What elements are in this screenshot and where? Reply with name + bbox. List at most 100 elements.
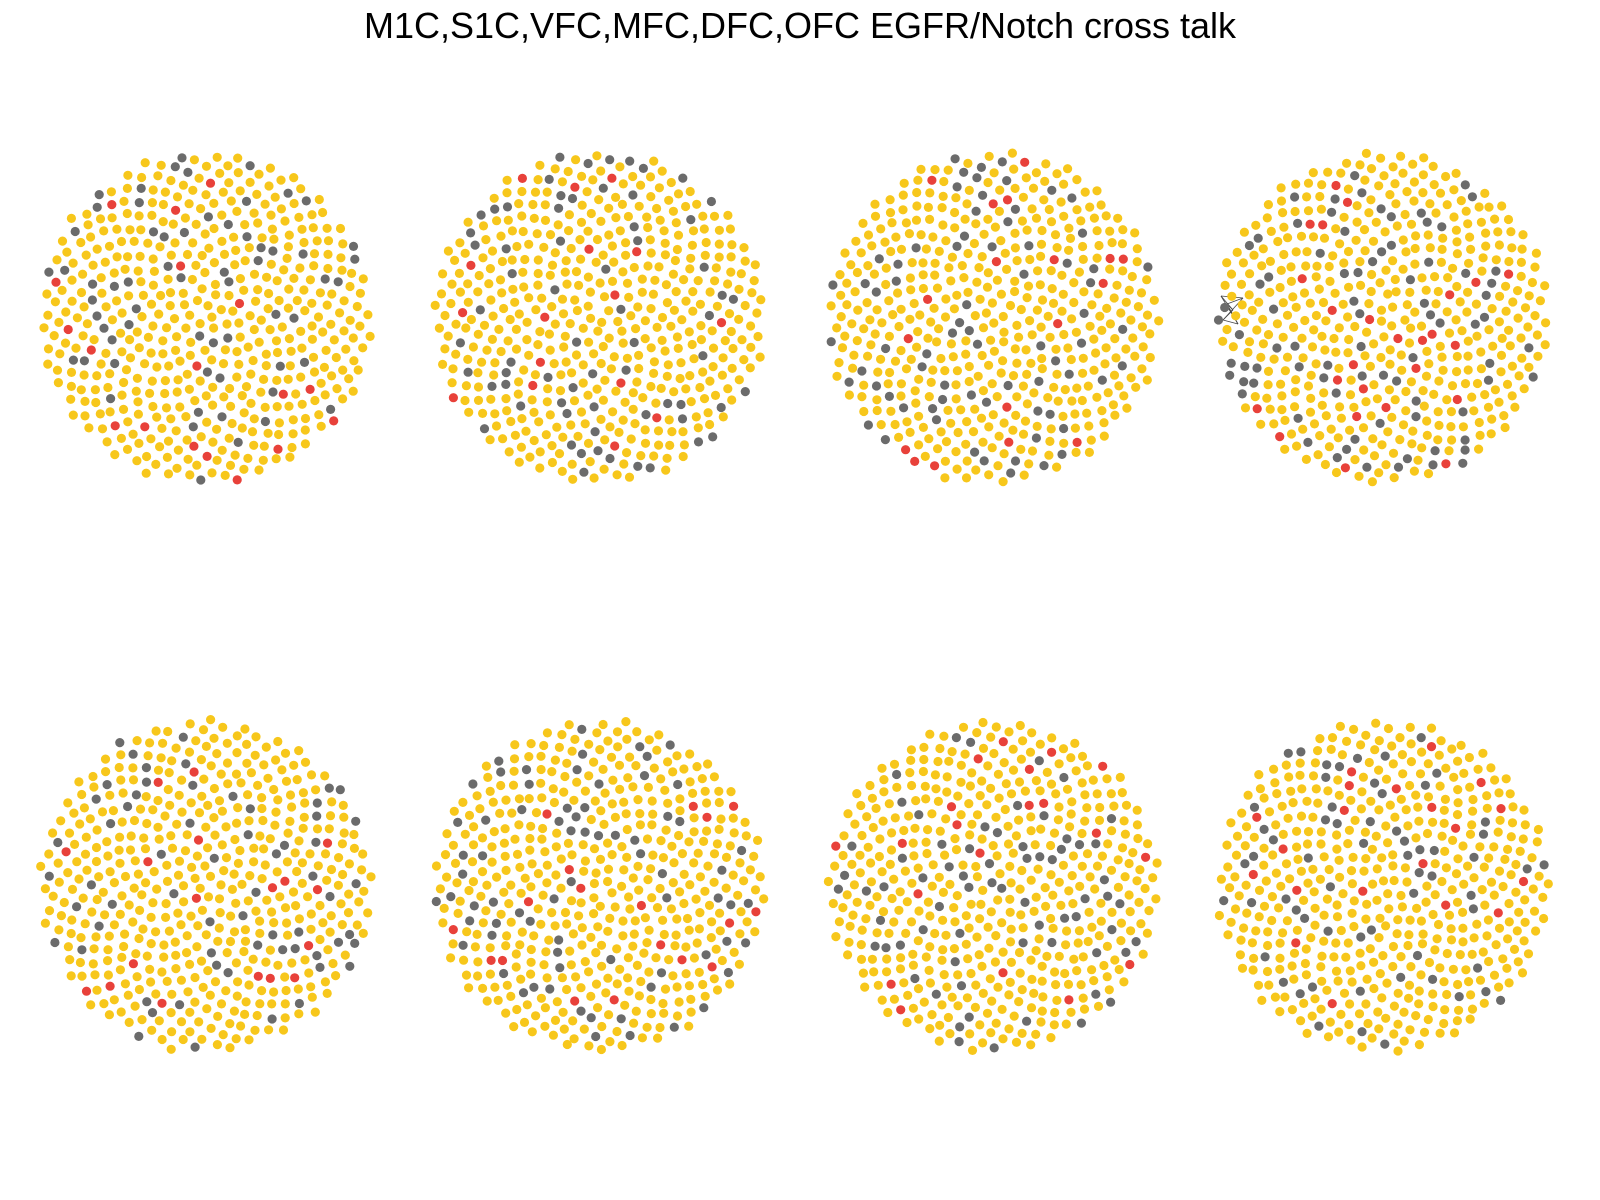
node-yellow (628, 782, 638, 792)
node-yellow (622, 353, 633, 363)
node-yellow (701, 237, 711, 248)
node-yellow (1085, 872, 1095, 882)
node-yellow (1380, 227, 1390, 237)
node-yellow (1381, 265, 1391, 275)
node-yellow (625, 904, 635, 914)
node-yellow (894, 321, 904, 332)
node-yellow (231, 898, 241, 908)
node-yellow (542, 973, 552, 983)
node-yellow (1406, 323, 1416, 333)
node-yellow (1332, 844, 1342, 854)
node-red (1342, 197, 1353, 207)
node-yellow (1308, 168, 1318, 178)
node-yellow (1538, 892, 1548, 903)
node-gray (86, 880, 96, 890)
node-yellow (589, 844, 600, 854)
node-yellow (672, 332, 683, 342)
node-gray (1249, 802, 1260, 812)
node-gray (1006, 468, 1016, 478)
node-gray (253, 256, 263, 266)
node-yellow (925, 188, 935, 198)
node-yellow (307, 321, 317, 331)
node-yellow (960, 214, 970, 224)
node-yellow (893, 288, 903, 298)
node-gray (1466, 890, 1476, 901)
node-yellow (1077, 751, 1088, 762)
node-yellow (1425, 243, 1435, 253)
node-yellow (438, 359, 448, 369)
node-yellow (222, 319, 232, 329)
node-red (1305, 219, 1315, 229)
node-yellow (97, 424, 108, 434)
node-yellow (486, 295, 496, 305)
node-yellow (255, 831, 265, 841)
node-yellow (945, 879, 955, 890)
node-yellow (464, 810, 475, 821)
node-yellow (1533, 351, 1543, 361)
node-yellow (557, 730, 567, 740)
node-yellow (120, 929, 130, 939)
node-yellow (1365, 944, 1375, 954)
node-yellow (1350, 321, 1360, 332)
node-yellow (300, 306, 310, 316)
node-yellow (501, 394, 511, 404)
node-yellow (1507, 391, 1517, 401)
node-yellow (852, 267, 863, 278)
node-yellow (1362, 974, 1372, 984)
node-gray (141, 777, 152, 787)
node-yellow (583, 301, 593, 311)
node-yellow (686, 253, 696, 263)
node-yellow (1390, 395, 1400, 405)
node-yellow (909, 851, 919, 861)
node-yellow (1391, 199, 1401, 209)
node-yellow (967, 1045, 978, 1055)
node-yellow (547, 908, 557, 918)
node-yellow (340, 950, 350, 960)
node-yellow (103, 851, 113, 861)
node-yellow (979, 229, 989, 239)
node-yellow (1045, 332, 1055, 342)
node-yellow (1505, 341, 1515, 351)
node-yellow (151, 927, 161, 937)
node-yellow (153, 795, 163, 806)
node-gray (208, 338, 218, 348)
node-yellow (632, 727, 642, 737)
node-yellow (160, 376, 170, 386)
node-yellow (119, 377, 129, 388)
node-yellow (1277, 801, 1287, 811)
node-yellow (180, 213, 190, 223)
node-gray (463, 367, 473, 377)
node-yellow (599, 464, 609, 474)
node-yellow (306, 770, 317, 780)
node-yellow (240, 936, 251, 946)
node-yellow (253, 285, 263, 295)
node-yellow (544, 329, 555, 339)
node-yellow (951, 193, 961, 203)
node-yellow (1402, 300, 1412, 310)
node-yellow (656, 774, 666, 784)
node-yellow (1102, 941, 1112, 952)
node-yellow (550, 755, 561, 765)
node-yellow (914, 411, 924, 421)
node-yellow (1447, 744, 1457, 754)
node-yellow (280, 903, 291, 913)
node-yellow (162, 976, 172, 987)
node-yellow (848, 910, 858, 920)
node-yellow (149, 867, 159, 877)
node-yellow (1270, 778, 1280, 788)
node-yellow (231, 958, 241, 968)
node-yellow (230, 450, 240, 460)
node-yellow (646, 304, 656, 314)
node-yellow (1047, 284, 1057, 294)
node-gray (308, 871, 318, 881)
node-yellow (623, 211, 634, 222)
node-yellow (1406, 377, 1416, 387)
node-yellow (562, 758, 572, 768)
node-yellow (67, 275, 77, 285)
node-yellow (834, 917, 845, 927)
node-yellow (1372, 895, 1382, 905)
node-red (1318, 220, 1328, 230)
node-yellow (191, 260, 201, 270)
node-yellow (243, 342, 253, 352)
